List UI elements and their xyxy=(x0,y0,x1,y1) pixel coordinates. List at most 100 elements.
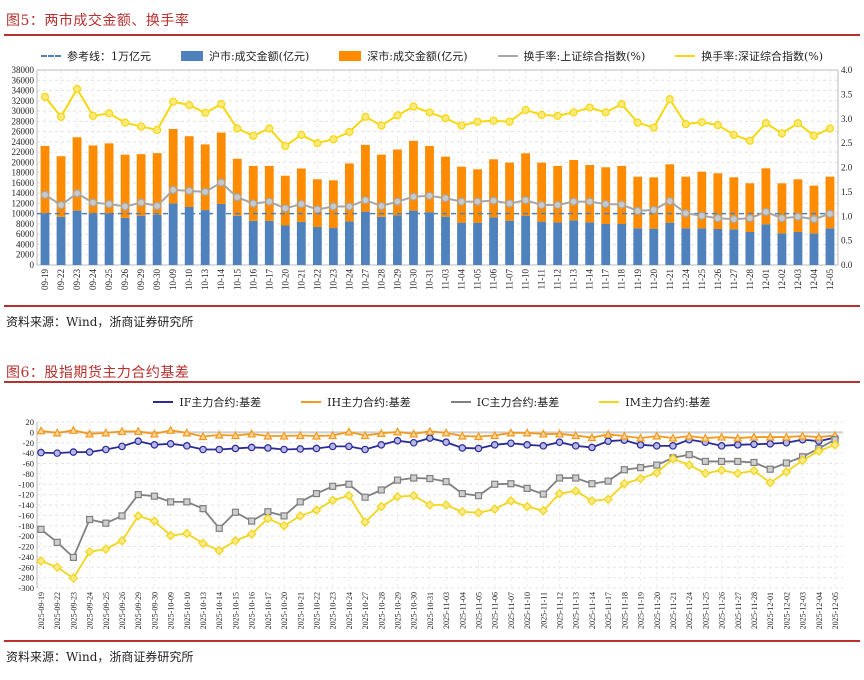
y-tick-label: -240 xyxy=(18,552,34,562)
point-ic-basis xyxy=(248,517,256,525)
point-ic-basis xyxy=(199,505,207,513)
point-sz-turnover xyxy=(777,129,787,138)
point-if-basis xyxy=(312,444,321,453)
point-im-basis xyxy=(344,490,354,501)
point-ic-basis xyxy=(782,459,790,467)
bar-sh-volume xyxy=(761,224,771,265)
x-tick-label: 09-26 xyxy=(120,269,130,290)
point-sh-turnover xyxy=(729,215,738,224)
bar-sz-volume xyxy=(409,140,418,211)
x-tick-label: 11-27 xyxy=(729,269,739,290)
x-tick-label: 2025-10-29 xyxy=(393,592,402,629)
legend-item-sz-volume: 深市:成交金额(亿元) xyxy=(339,48,468,64)
point-im-basis xyxy=(813,446,824,456)
x-tick-label: 10-28 xyxy=(376,269,386,290)
point-ic-basis xyxy=(750,458,758,467)
y-left-tick-label: 14000 xyxy=(12,188,35,198)
x-tick-label: 11-17 xyxy=(601,269,611,290)
point-ih-basis xyxy=(392,427,402,436)
x-tick-label: 09-30 xyxy=(152,269,162,290)
point-ih-basis xyxy=(198,431,208,441)
point-ic-basis xyxy=(102,519,110,527)
legend-label: IF主力合约:基差 xyxy=(179,396,262,409)
y-tick-label: -260 xyxy=(18,562,34,572)
point-im-basis xyxy=(327,495,338,506)
point-sz-turnover xyxy=(809,131,819,140)
point-ic-basis xyxy=(280,512,288,520)
point-im-basis xyxy=(603,494,613,505)
point-sz-turnover xyxy=(88,111,98,120)
point-ic-basis xyxy=(215,524,223,532)
bar-sz-volume xyxy=(633,176,643,229)
bar-sh-volume xyxy=(120,217,130,265)
point-sh-turnover xyxy=(56,200,66,210)
point-ic-basis xyxy=(410,474,418,482)
point-sh-turnover xyxy=(617,200,626,209)
x-tick-label: 2025-11-12 xyxy=(556,592,565,629)
bar-sz-volume xyxy=(56,156,66,217)
point-ic-basis xyxy=(685,451,693,459)
point-sz-turnover xyxy=(201,108,210,118)
legend-swatch-yellow xyxy=(675,55,696,57)
y-left-tick-label: 28000 xyxy=(12,116,35,126)
point-ic-basis xyxy=(458,489,466,498)
point-im-basis xyxy=(117,535,127,546)
x-tick-label: 2025-10-14 xyxy=(215,592,224,629)
bar-sh-volume xyxy=(72,210,82,265)
bar-sz-volume xyxy=(601,167,611,224)
x-tick-label: 09-24 xyxy=(88,269,98,290)
legend-label: 换手率:上证综合指数(%) xyxy=(523,50,646,63)
point-if-basis xyxy=(215,445,224,454)
x-tick-label: 10-27 xyxy=(360,269,370,290)
point-sz-turnover xyxy=(601,108,610,117)
point-ic-basis xyxy=(491,480,499,488)
point-sh-turnover xyxy=(153,201,162,211)
point-sh-turnover xyxy=(409,192,418,201)
point-sh-turnover xyxy=(601,199,610,209)
point-ih-basis xyxy=(311,431,321,440)
x-tick-label: 10-13 xyxy=(200,269,210,290)
point-sh-turnover xyxy=(201,187,210,196)
point-im-basis xyxy=(295,511,306,521)
point-if-basis xyxy=(555,438,564,447)
bar-sz-volume xyxy=(825,176,835,229)
point-ih-basis xyxy=(457,431,467,440)
point-ih-basis xyxy=(344,427,354,436)
bar-sh-volume xyxy=(585,222,595,265)
x-tick-label: 2025-11-06 xyxy=(491,592,500,629)
figure5-bottom-rule xyxy=(4,305,860,307)
bar-sz-volume xyxy=(393,149,402,216)
point-sz-turnover xyxy=(72,84,82,94)
x-tick-label: 11-05 xyxy=(473,269,483,290)
point-ic-basis xyxy=(539,490,547,498)
point-sh-turnover xyxy=(217,178,226,187)
point-im-basis xyxy=(360,517,370,527)
point-ih-basis xyxy=(360,430,370,440)
point-sz-turnover xyxy=(313,139,322,148)
bar-sz-volume xyxy=(296,168,306,222)
point-ih-basis xyxy=(409,429,419,438)
bar-sz-volume xyxy=(72,137,82,211)
point-sh-turnover xyxy=(473,197,482,206)
x-tick-label: 2025-10-27 xyxy=(361,592,370,629)
legend-label: 沪市:成交金额(亿元) xyxy=(208,50,310,63)
bar-sz-volume xyxy=(361,144,370,212)
point-ih-basis xyxy=(700,433,710,442)
point-ih-basis xyxy=(717,432,727,441)
point-ic-basis xyxy=(636,464,645,472)
point-ic-basis xyxy=(588,480,596,488)
bar-sh-volume xyxy=(280,225,290,265)
y-left-tick-label: 38000 xyxy=(12,65,35,75)
x-tick-label: 11-13 xyxy=(569,269,579,290)
point-im-basis xyxy=(700,468,711,479)
point-sh-turnover xyxy=(505,199,514,208)
x-tick-label: 2025-11-27 xyxy=(734,592,743,629)
point-ih-basis xyxy=(247,429,257,438)
bar-sh-volume xyxy=(296,221,306,265)
point-sz-turnover xyxy=(649,123,658,132)
x-tick-label: 2025-10-20 xyxy=(280,592,289,629)
bar-sz-volume xyxy=(473,169,482,223)
point-sz-turnover xyxy=(633,118,642,127)
point-sz-turnover xyxy=(665,95,674,104)
bar-sz-volume xyxy=(120,154,130,218)
